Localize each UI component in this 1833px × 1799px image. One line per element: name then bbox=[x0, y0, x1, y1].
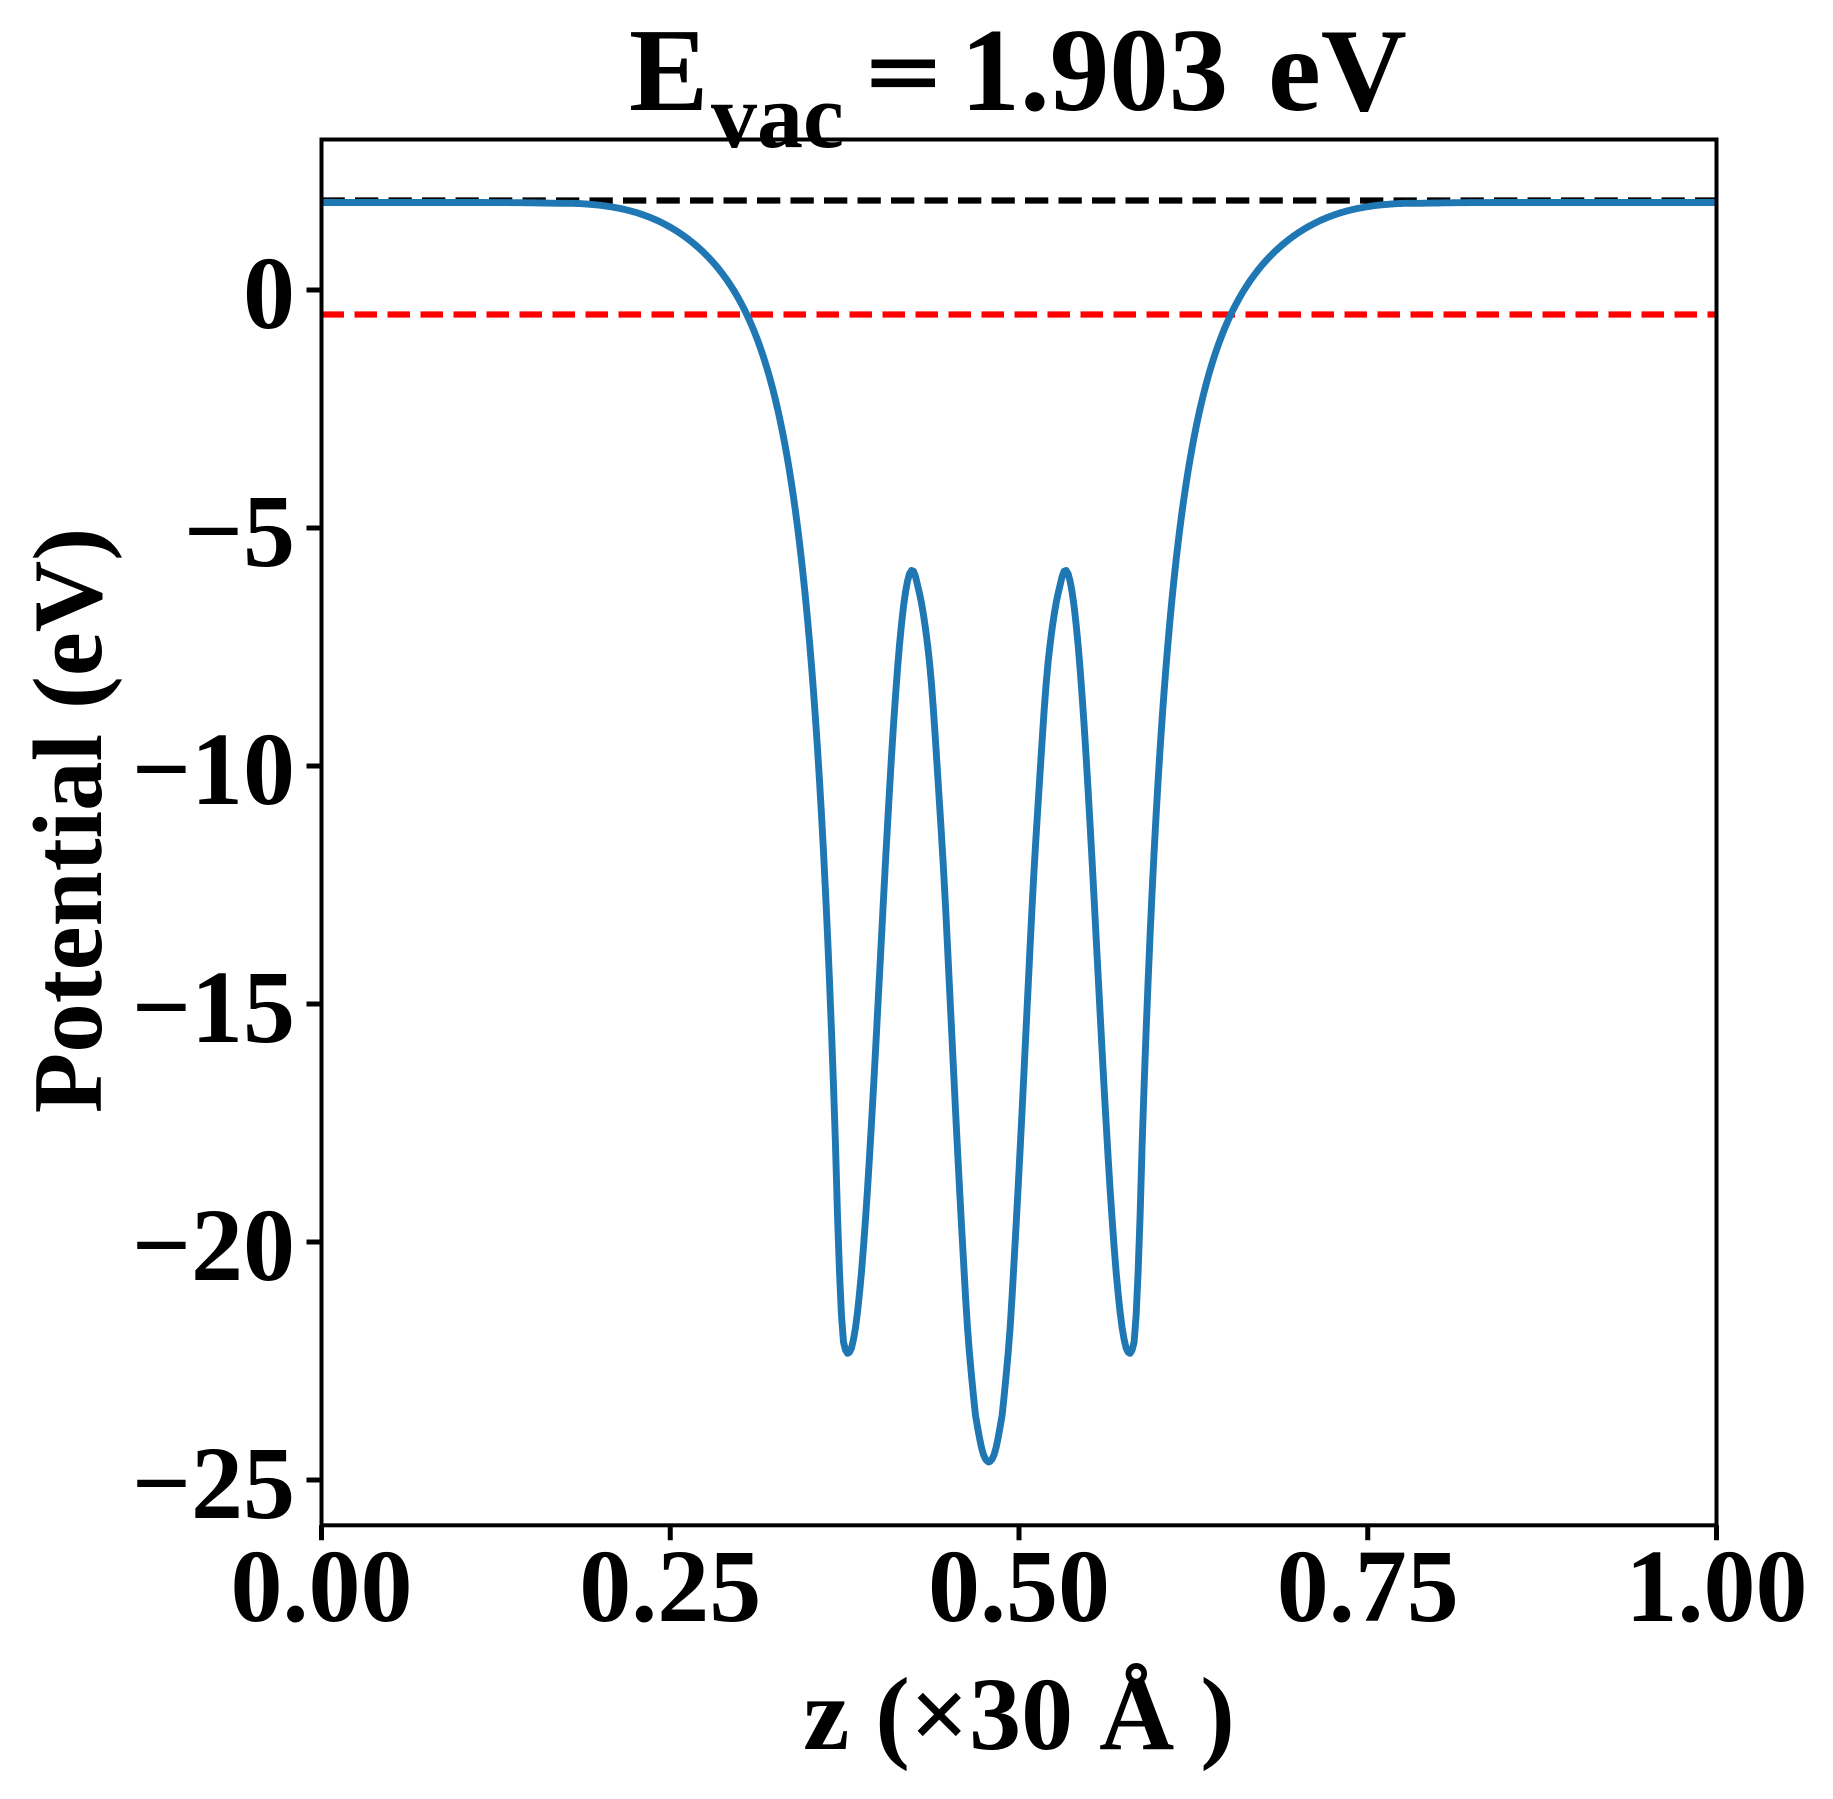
svg-text:Potential (eV): Potential (eV) bbox=[14, 528, 123, 1114]
svg-text:1.903: 1.903 bbox=[961, 4, 1229, 136]
svg-text:0.75: 0.75 bbox=[1277, 1529, 1459, 1644]
svg-text:vac: vac bbox=[711, 65, 844, 167]
svg-text:eV: eV bbox=[1268, 4, 1407, 136]
svg-text:0.50: 0.50 bbox=[928, 1529, 1110, 1644]
svg-text:1.00: 1.00 bbox=[1626, 1529, 1808, 1644]
svg-text:0.25: 0.25 bbox=[579, 1529, 761, 1644]
svg-text:z (×30 Å ): z (×30 Å ) bbox=[803, 1657, 1235, 1772]
svg-text:E: E bbox=[629, 4, 708, 136]
svg-text:−20: −20 bbox=[132, 1188, 295, 1303]
svg-text:−10: −10 bbox=[132, 712, 295, 827]
svg-text:0: 0 bbox=[243, 236, 295, 351]
svg-text:−25: −25 bbox=[132, 1426, 295, 1541]
svg-text:−5: −5 bbox=[184, 474, 295, 589]
svg-text:−15: −15 bbox=[132, 950, 295, 1065]
svg-text:0.00: 0.00 bbox=[231, 1529, 413, 1644]
